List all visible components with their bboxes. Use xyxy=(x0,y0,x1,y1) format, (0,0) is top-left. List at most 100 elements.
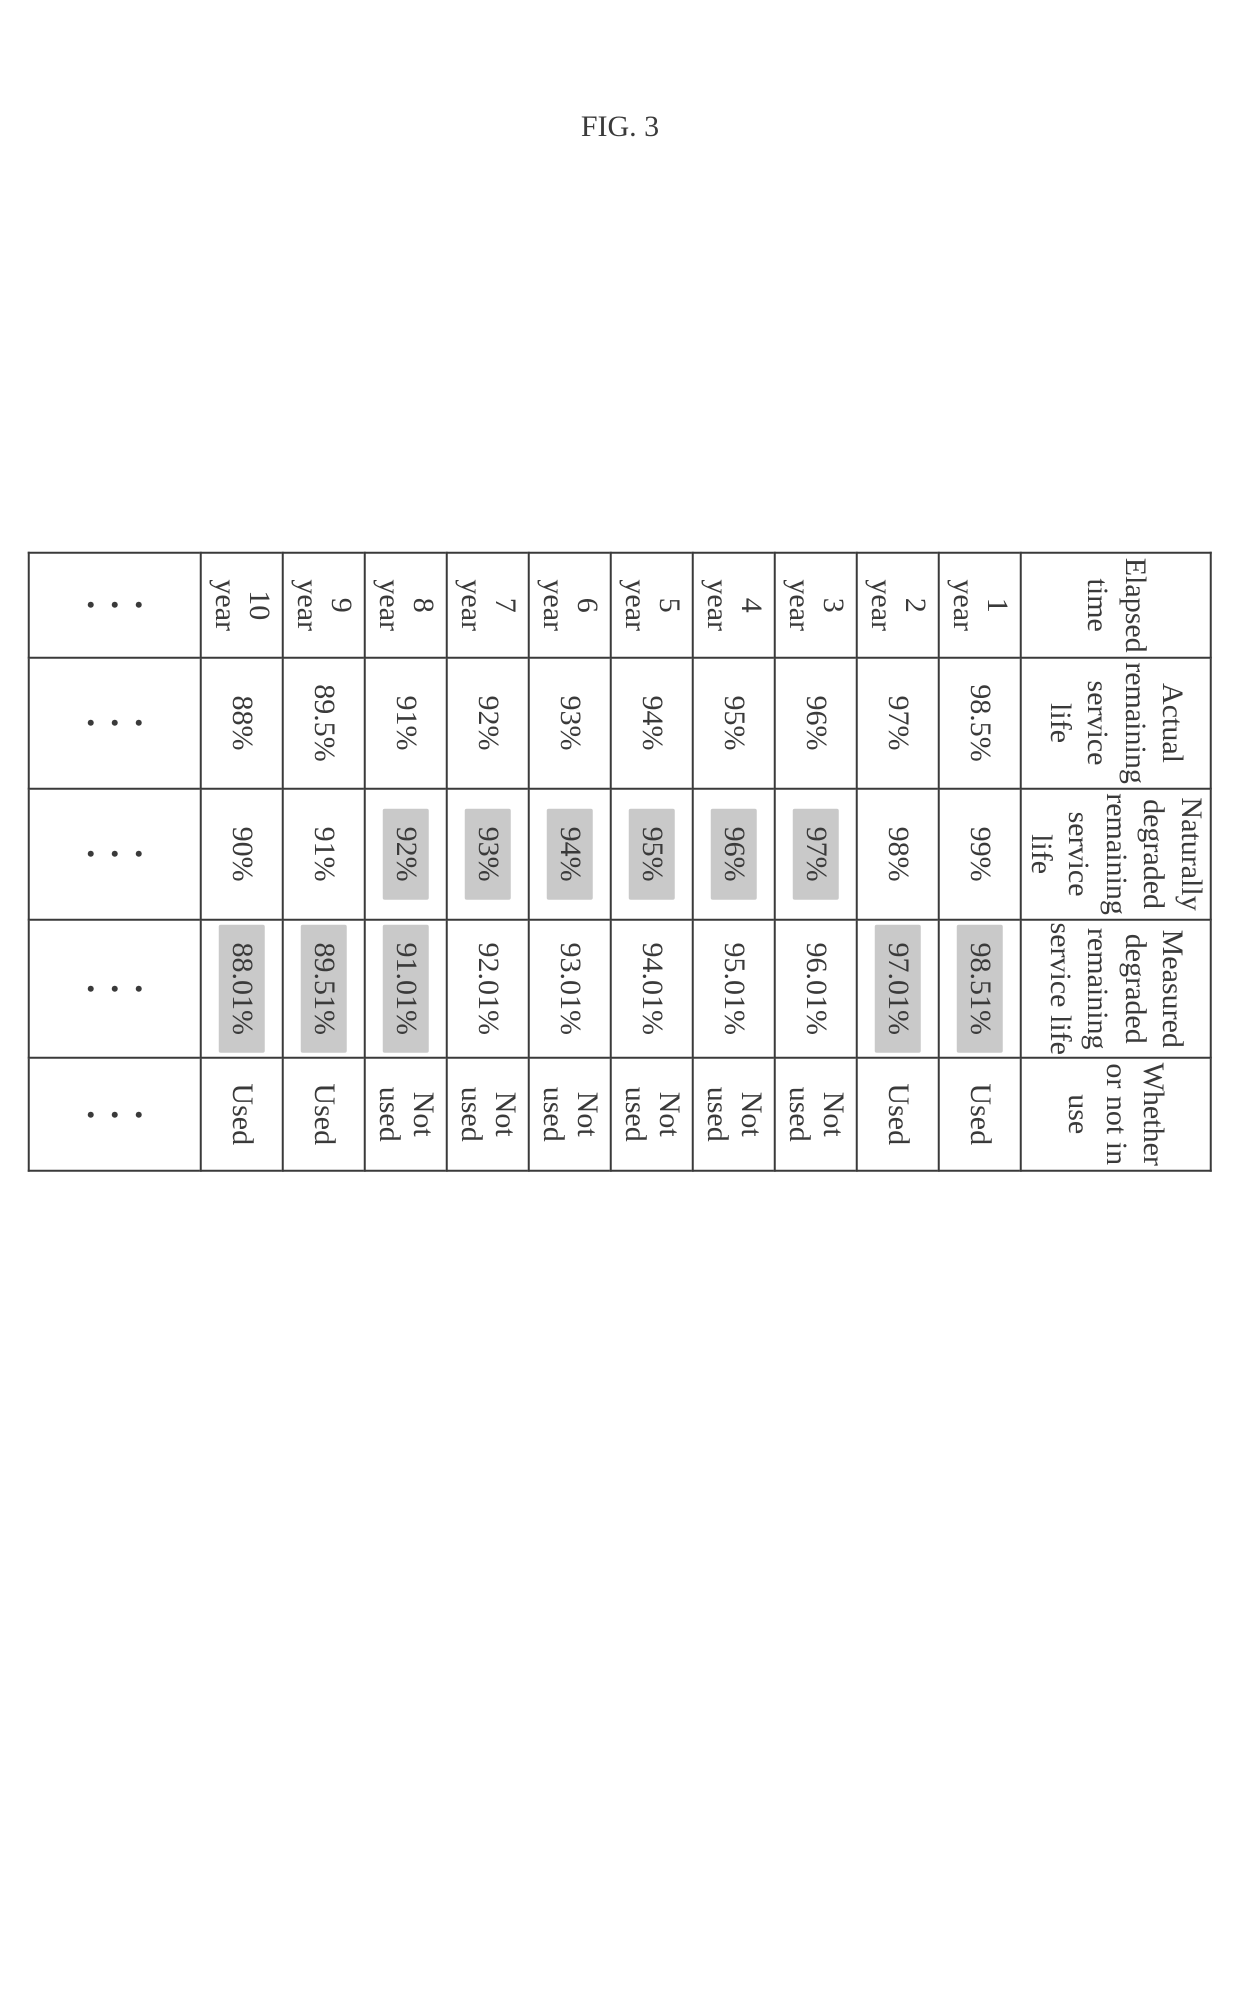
cell-measured: 93.01% xyxy=(529,920,611,1058)
cell-elapsed-value: 2 year xyxy=(858,554,938,657)
vertical-ellipsis-icon xyxy=(30,659,200,788)
cell-actual-value: 95% xyxy=(711,678,757,769)
cell-elapsed-value: 4 year xyxy=(694,554,774,657)
cell-elapsed: 7 year xyxy=(447,553,529,658)
col-header-measured: Measured degradedremaining service life xyxy=(1021,920,1211,1058)
cell-natural: 99% xyxy=(939,788,1021,919)
table-body: 1 year98.5%99%98.51%Used2 year97%98%97.0… xyxy=(29,553,1021,1171)
cell-natural: 97% xyxy=(775,788,857,919)
table-row: 5 year 94% 95% 94.01% Not used xyxy=(611,553,693,1171)
cell-actual-value: 97% xyxy=(875,678,921,769)
cell-natural-value: 96% xyxy=(711,809,757,900)
cell-elapsed-value: 10 year xyxy=(202,554,282,657)
table-row-ellipsis xyxy=(29,553,201,1171)
cell-measured-value: 95.01% xyxy=(711,925,757,1054)
cell-use: Not used xyxy=(529,1058,611,1171)
cell-use-value: Used xyxy=(219,1065,265,1163)
cell-natural-value: 95% xyxy=(629,809,675,900)
cell-actual: 97% xyxy=(857,658,939,789)
table-row: 2 year 97% 98% 97.01% Used xyxy=(857,553,939,1171)
table-row: 3 year 96% 97% 96.01% Not used xyxy=(775,553,857,1171)
cell-use-value: Used xyxy=(957,1065,1003,1163)
cell-measured: 88.01% xyxy=(201,920,283,1058)
table-row: 10 year88%90%88.01% Used xyxy=(201,553,283,1171)
cell-elapsed: 5 year xyxy=(611,553,693,658)
cell-actual: 93% xyxy=(529,658,611,789)
cell-ellipsis xyxy=(29,553,201,658)
cell-natural: 90% xyxy=(201,788,283,919)
cell-measured: 95.01% xyxy=(693,920,775,1058)
cell-actual-value: 93% xyxy=(547,678,593,769)
cell-measured: 92.01% xyxy=(447,920,529,1058)
cell-actual-value: 89.5% xyxy=(301,666,347,780)
cell-use: Not used xyxy=(447,1058,529,1171)
cell-use-value: Not used xyxy=(612,1059,692,1170)
cell-elapsed: 6 year xyxy=(529,553,611,658)
cell-elapsed: 2 year xyxy=(857,553,939,658)
cell-use: Used xyxy=(201,1058,283,1171)
cell-actual: 98.5% xyxy=(939,658,1021,789)
cell-natural: 98% xyxy=(857,788,939,919)
col-header-elapsed: Elapsed time xyxy=(1021,553,1211,658)
cell-actual: 91% xyxy=(365,658,447,789)
cell-elapsed: 4 year xyxy=(693,553,775,658)
cell-natural-value: 99% xyxy=(957,809,1003,900)
cell-measured: 96.01% xyxy=(775,920,857,1058)
cell-use-value: Not used xyxy=(448,1059,528,1170)
cell-elapsed: 8 year xyxy=(365,553,447,658)
cell-natural: 92% xyxy=(365,788,447,919)
table-row: 8 year91%92% 91.01% Not used xyxy=(365,553,447,1171)
cell-actual: 95% xyxy=(693,658,775,789)
cell-natural-value: 98% xyxy=(875,809,921,900)
cell-use-value: Not used xyxy=(776,1059,856,1170)
cell-use: Not used xyxy=(365,1058,447,1171)
cell-actual: 94% xyxy=(611,658,693,789)
cell-natural-value: 91% xyxy=(301,809,347,900)
cell-use: Used xyxy=(857,1058,939,1171)
cell-elapsed: 1 year xyxy=(939,553,1021,658)
cell-use-value: Used xyxy=(301,1065,347,1163)
table-row: 6 year 93% 94% 93.01% Not used xyxy=(529,553,611,1171)
cell-measured-value: 96.01% xyxy=(793,925,839,1054)
cell-actual: 96% xyxy=(775,658,857,789)
vertical-ellipsis-icon xyxy=(30,921,200,1057)
cell-natural: 93% xyxy=(447,788,529,919)
cell-use: Not used xyxy=(611,1058,693,1171)
cell-measured-value: 92.01% xyxy=(465,925,511,1054)
cell-elapsed-value: 8 year xyxy=(366,554,446,657)
col-header-use: Whether or not in use xyxy=(1021,1058,1211,1171)
cell-use-value: Not used xyxy=(366,1059,446,1170)
cell-natural-value: 94% xyxy=(547,809,593,900)
cell-measured: 97.01% xyxy=(857,920,939,1058)
cell-actual: 88% xyxy=(201,658,283,789)
cell-measured: 94.01% xyxy=(611,920,693,1058)
vertical-ellipsis-icon xyxy=(30,789,200,918)
cell-natural-value: 97% xyxy=(793,809,839,900)
cell-actual: 89.5% xyxy=(283,658,365,789)
cell-use: Used xyxy=(939,1058,1021,1171)
cell-measured-value: 91.01% xyxy=(383,925,429,1054)
cell-natural: 91% xyxy=(283,788,365,919)
cell-elapsed-value: 3 year xyxy=(776,554,856,657)
figure-label: FIG. 3 xyxy=(581,110,659,144)
table-row: 7 year92%93% 92.01% Not used xyxy=(447,553,529,1171)
cell-ellipsis xyxy=(29,788,201,919)
cell-elapsed: 9 year xyxy=(283,553,365,658)
cell-use-value: Used xyxy=(875,1065,921,1163)
cell-use: Used xyxy=(283,1058,365,1171)
cell-measured-value: 94.01% xyxy=(629,925,675,1054)
cell-measured: 91.01% xyxy=(365,920,447,1058)
cell-measured-value: 93.01% xyxy=(547,925,593,1054)
cell-actual-value: 96% xyxy=(793,678,839,769)
cell-elapsed-value: 6 year xyxy=(530,554,610,657)
cell-elapsed-value: 7 year xyxy=(448,554,528,657)
table-row: 9 year89.5%91%89.51%Used xyxy=(283,553,365,1171)
cell-measured-value: 97.01% xyxy=(875,925,921,1054)
cell-use-value: Not used xyxy=(694,1059,774,1170)
service-life-table: Elapsed time Actual remainingservice lif… xyxy=(28,552,1212,1172)
cell-use-value: Not used xyxy=(530,1059,610,1170)
cell-ellipsis xyxy=(29,658,201,789)
cell-natural: 96% xyxy=(693,788,775,919)
cell-actual-value: 94% xyxy=(629,678,675,769)
cell-actual: 92% xyxy=(447,658,529,789)
